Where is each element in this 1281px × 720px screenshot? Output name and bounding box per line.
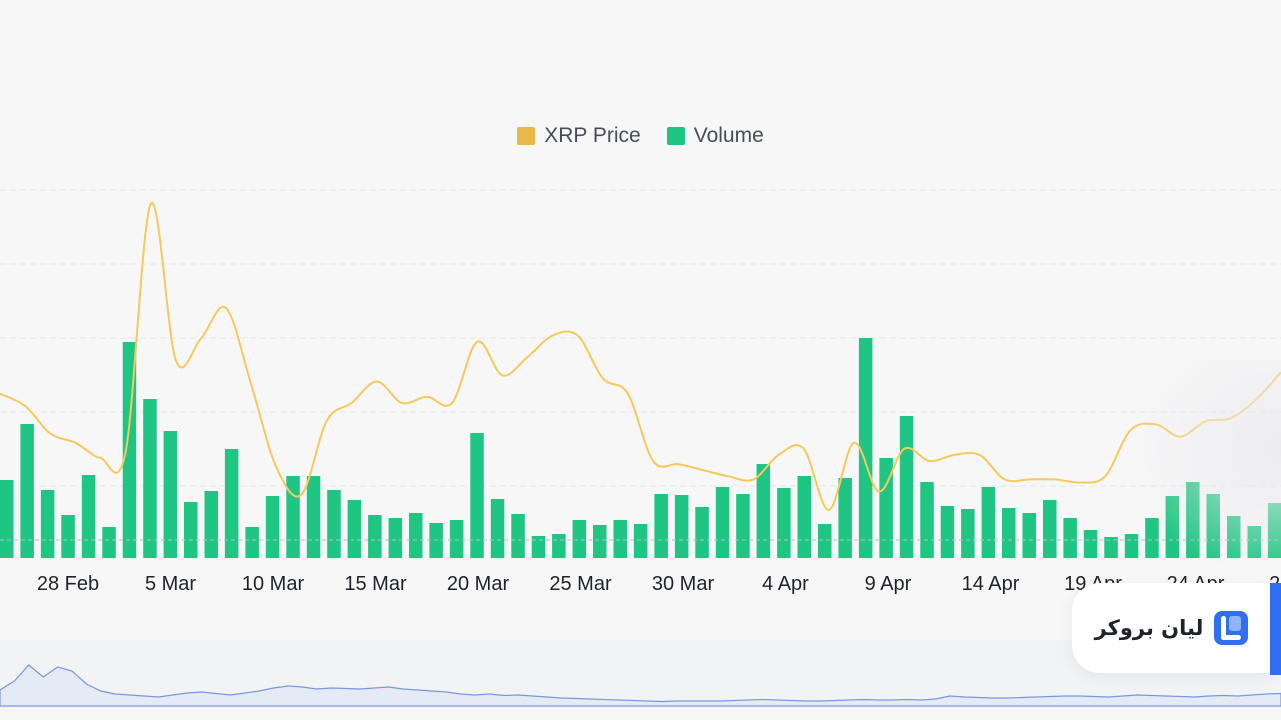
legend-label-volume: Volume (693, 124, 764, 147)
volume-bar[interactable] (306, 476, 321, 558)
volume-bar[interactable] (1145, 518, 1159, 558)
x-tick-label: 30 Mar (652, 573, 715, 595)
volume-bar[interactable] (1083, 530, 1098, 558)
volume-bar[interactable] (20, 424, 34, 558)
x-tick-label: 4 Apr (762, 573, 809, 595)
volume-bar[interactable] (1043, 500, 1057, 558)
x-tick-label: 20 Mar (447, 573, 510, 595)
x-tick-label: 10 Mar (242, 573, 305, 595)
volume-bar[interactable] (184, 502, 198, 558)
volume-bars (0, 338, 1281, 558)
volume-bar[interactable] (368, 515, 382, 558)
volume-bar[interactable] (1063, 518, 1077, 558)
volume-bar[interactable] (633, 524, 648, 558)
volume-bar[interactable] (654, 494, 668, 558)
legend-swatch-volume (666, 127, 685, 145)
legend-item-price[interactable]: XRP Price (517, 124, 641, 148)
volume-bar[interactable] (858, 338, 873, 558)
volume-bar[interactable] (1104, 537, 1118, 558)
legend-swatch-price (517, 127, 536, 145)
volume-bar[interactable] (1002, 508, 1016, 558)
volume-bar[interactable] (470, 433, 484, 558)
volume-bar[interactable] (102, 527, 116, 558)
legend-label-price: XRP Price (544, 124, 641, 147)
volume-bar[interactable] (163, 431, 178, 558)
price-line (0, 202, 1281, 511)
volume-bar[interactable] (572, 520, 587, 558)
volume-bar[interactable] (838, 478, 852, 558)
lian-broker-logo-icon (1214, 611, 1249, 645)
volume-bar[interactable] (920, 482, 934, 558)
volume-bar[interactable] (818, 524, 832, 558)
x-tick-label: 25 Mar (549, 573, 612, 595)
volume-bar[interactable] (449, 520, 464, 558)
volume-bar[interactable] (695, 507, 709, 558)
volume-bar[interactable] (613, 520, 628, 558)
volume-bar[interactable] (81, 475, 96, 558)
x-tick-label: 5 Mar (145, 573, 196, 595)
volume-bar[interactable] (777, 488, 791, 558)
volume-bar[interactable] (245, 527, 259, 558)
legend: XRP Price Volume (0, 124, 1281, 148)
volume-bar[interactable] (409, 513, 423, 558)
volume-bar[interactable] (1267, 503, 1281, 558)
volume-bar[interactable] (204, 491, 219, 558)
volume-bar[interactable] (756, 464, 771, 558)
volume-bar[interactable] (1022, 513, 1037, 558)
brand-watermark: لیان بروکر (1072, 583, 1272, 673)
volume-bar[interactable] (879, 458, 893, 558)
volume-bar[interactable] (61, 515, 75, 558)
volume-bar[interactable] (1227, 516, 1241, 558)
volume-bar[interactable] (552, 534, 566, 558)
volume-bar[interactable] (40, 490, 55, 558)
volume-bar[interactable] (388, 518, 403, 558)
x-tick-label: 15 Mar (344, 573, 407, 595)
navigator-area[interactable] (0, 664, 1281, 707)
volume-bar[interactable] (490, 499, 505, 558)
gridlines (0, 189, 1281, 487)
volume-bar[interactable] (736, 494, 750, 558)
volume-bar[interactable] (511, 514, 525, 558)
volume-bar[interactable] (1206, 494, 1221, 558)
volume-bar[interactable] (1247, 526, 1262, 558)
volume-bar[interactable] (981, 487, 996, 558)
volume-bar[interactable] (797, 476, 812, 558)
volume-bar[interactable] (593, 525, 607, 558)
legend-item-volume[interactable]: Volume (666, 124, 764, 148)
volume-bar[interactable] (224, 449, 239, 558)
volume-bar[interactable] (0, 480, 14, 558)
volume-bar[interactable] (961, 509, 975, 558)
volume-bar[interactable] (1186, 482, 1200, 558)
volume-bar[interactable] (143, 399, 157, 558)
x-tick-label: 9 Apr (865, 573, 912, 595)
volume-bar[interactable] (1165, 496, 1180, 558)
volume-bar[interactable] (715, 487, 730, 558)
volume-bar[interactable] (674, 495, 689, 558)
brand-name: لیان بروکر (1094, 616, 1204, 640)
volume-bar[interactable] (347, 500, 362, 558)
volume-bar[interactable] (327, 490, 341, 558)
x-tick-label: 28 Feb (37, 573, 99, 595)
brand-accent-edge (1270, 583, 1281, 675)
volume-bar[interactable] (1124, 534, 1139, 558)
x-tick-label: 14 Apr (962, 573, 1020, 595)
volume-bar[interactable] (940, 506, 955, 558)
volume-bar[interactable] (531, 536, 546, 558)
volume-bar[interactable] (899, 416, 914, 558)
volume-bar[interactable] (265, 496, 280, 558)
